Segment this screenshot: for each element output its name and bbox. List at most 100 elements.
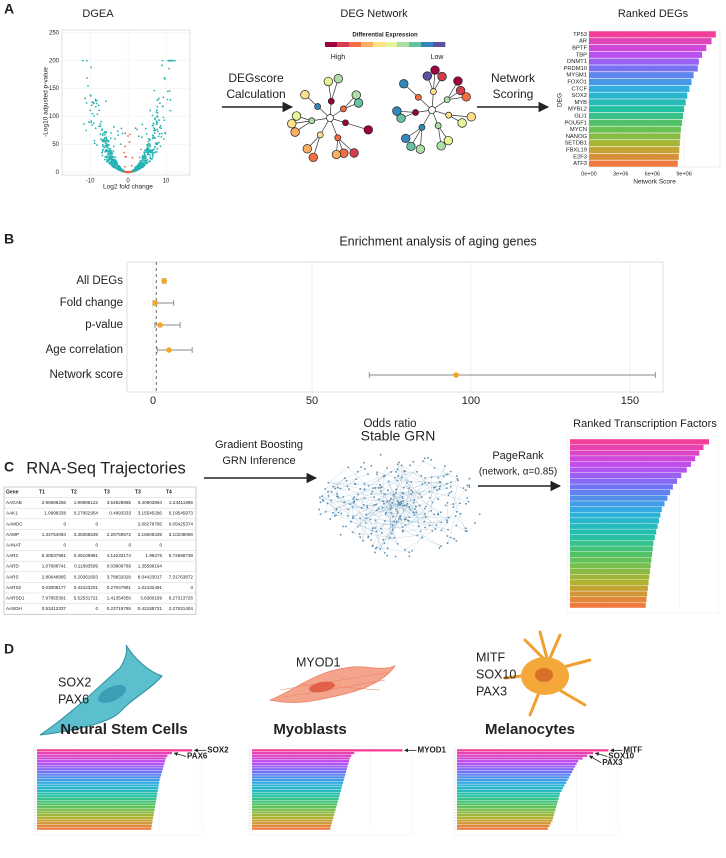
volcano-point — [112, 150, 115, 152]
grn-node — [430, 458, 433, 461]
grn-node — [383, 542, 386, 545]
volcano-point — [103, 130, 106, 133]
grn-node — [332, 485, 335, 488]
table-cell: 5.72699738 — [169, 553, 194, 558]
grn-edge — [404, 525, 442, 547]
table-cell: 6.27313726 — [169, 596, 194, 601]
grn-node — [351, 505, 354, 508]
node — [443, 135, 453, 146]
table-header: T1 — [39, 490, 45, 496]
y-axis-label: -Log10 adjusted p-value — [43, 67, 50, 137]
grn-edge — [364, 496, 375, 499]
y-tick-label: All DEGs — [76, 275, 123, 287]
bar — [252, 757, 350, 760]
grn-edge — [378, 499, 393, 503]
plot-bg — [588, 30, 721, 168]
y-tick-label: Network score — [50, 369, 124, 381]
volcano-point — [110, 132, 112, 134]
grn-node — [446, 482, 448, 485]
grn-node — [373, 496, 376, 499]
grn-node — [398, 516, 401, 518]
volcano-point — [153, 146, 156, 148]
grn-node — [421, 536, 424, 539]
bar — [457, 797, 559, 801]
table-cell: 0.27952954 — [74, 511, 99, 516]
volcano-point — [162, 116, 165, 119]
plot-bg — [61, 29, 191, 176]
grn-node — [438, 487, 441, 490]
grn-node — [346, 485, 349, 488]
grn-edge — [398, 482, 430, 505]
grn-node — [370, 539, 373, 541]
grn-node — [333, 514, 336, 517]
grn-node — [408, 487, 411, 490]
grn-node — [364, 521, 367, 524]
table-cell: 0 — [190, 585, 193, 590]
grn-edge — [327, 503, 337, 510]
volcano-point — [149, 145, 152, 148]
volcano-point — [103, 140, 106, 142]
bar — [457, 800, 558, 803]
y-tick-label: p-value — [85, 319, 123, 331]
grn-node — [397, 518, 400, 520]
grn-node — [334, 487, 337, 490]
table-cell: 1.41354556 — [107, 596, 132, 601]
legend-label: Low — [431, 54, 445, 61]
volcano-point — [145, 132, 148, 135]
volcano-point — [100, 120, 103, 123]
grn-edge — [418, 517, 449, 527]
volcano-point — [153, 132, 156, 135]
y-tick-label: FBXL19 — [566, 148, 587, 154]
grn-node — [402, 486, 405, 489]
bar — [37, 787, 159, 790]
grn-edge — [413, 512, 436, 530]
grn-edge — [419, 491, 452, 506]
grn-edge — [333, 486, 375, 498]
node — [302, 144, 312, 154]
volcano-point — [85, 59, 88, 62]
bar — [570, 529, 657, 535]
table-cell: 0 — [95, 606, 98, 611]
grn-edge — [398, 484, 423, 519]
grn-node — [478, 513, 481, 516]
volcano-point — [122, 170, 125, 173]
volcano-point — [156, 142, 159, 145]
volcano-point — [104, 142, 107, 144]
colorbar-cell — [337, 42, 350, 47]
volcano-point — [106, 160, 108, 163]
grn-node — [404, 524, 406, 527]
volcano-point — [90, 95, 92, 97]
grn-node — [396, 511, 399, 514]
volcano-point — [106, 158, 109, 161]
volcano-point — [146, 143, 148, 146]
bar — [37, 754, 168, 757]
bar — [37, 805, 155, 809]
grn-edge — [380, 528, 398, 545]
bar — [37, 760, 166, 763]
bar — [252, 760, 350, 763]
bar — [570, 591, 648, 597]
table-cell: 5.30537961 — [42, 553, 67, 558]
table-cell: 3.6380159 — [140, 596, 162, 601]
grn-node — [353, 496, 356, 498]
bar — [570, 484, 673, 490]
volcano-point — [166, 90, 169, 93]
bar — [37, 762, 165, 765]
bar — [252, 776, 345, 779]
panel-letter: B — [4, 231, 14, 247]
x-tick-label: 9e+06 — [676, 171, 691, 177]
table-cell: 0 — [63, 543, 66, 548]
grn-edge — [398, 475, 412, 483]
grn-node — [406, 502, 409, 505]
volcano-point — [92, 122, 95, 125]
grn-edge — [359, 518, 364, 541]
bar — [37, 808, 155, 811]
volcano-point — [156, 109, 158, 112]
grn-node — [395, 508, 397, 511]
volcano-point — [104, 100, 107, 103]
table-cell: 0 — [159, 543, 162, 548]
bar — [252, 754, 352, 757]
volcano-point — [143, 151, 146, 154]
table-cell: 0.20361603 — [74, 574, 99, 579]
grn-node — [409, 508, 411, 511]
